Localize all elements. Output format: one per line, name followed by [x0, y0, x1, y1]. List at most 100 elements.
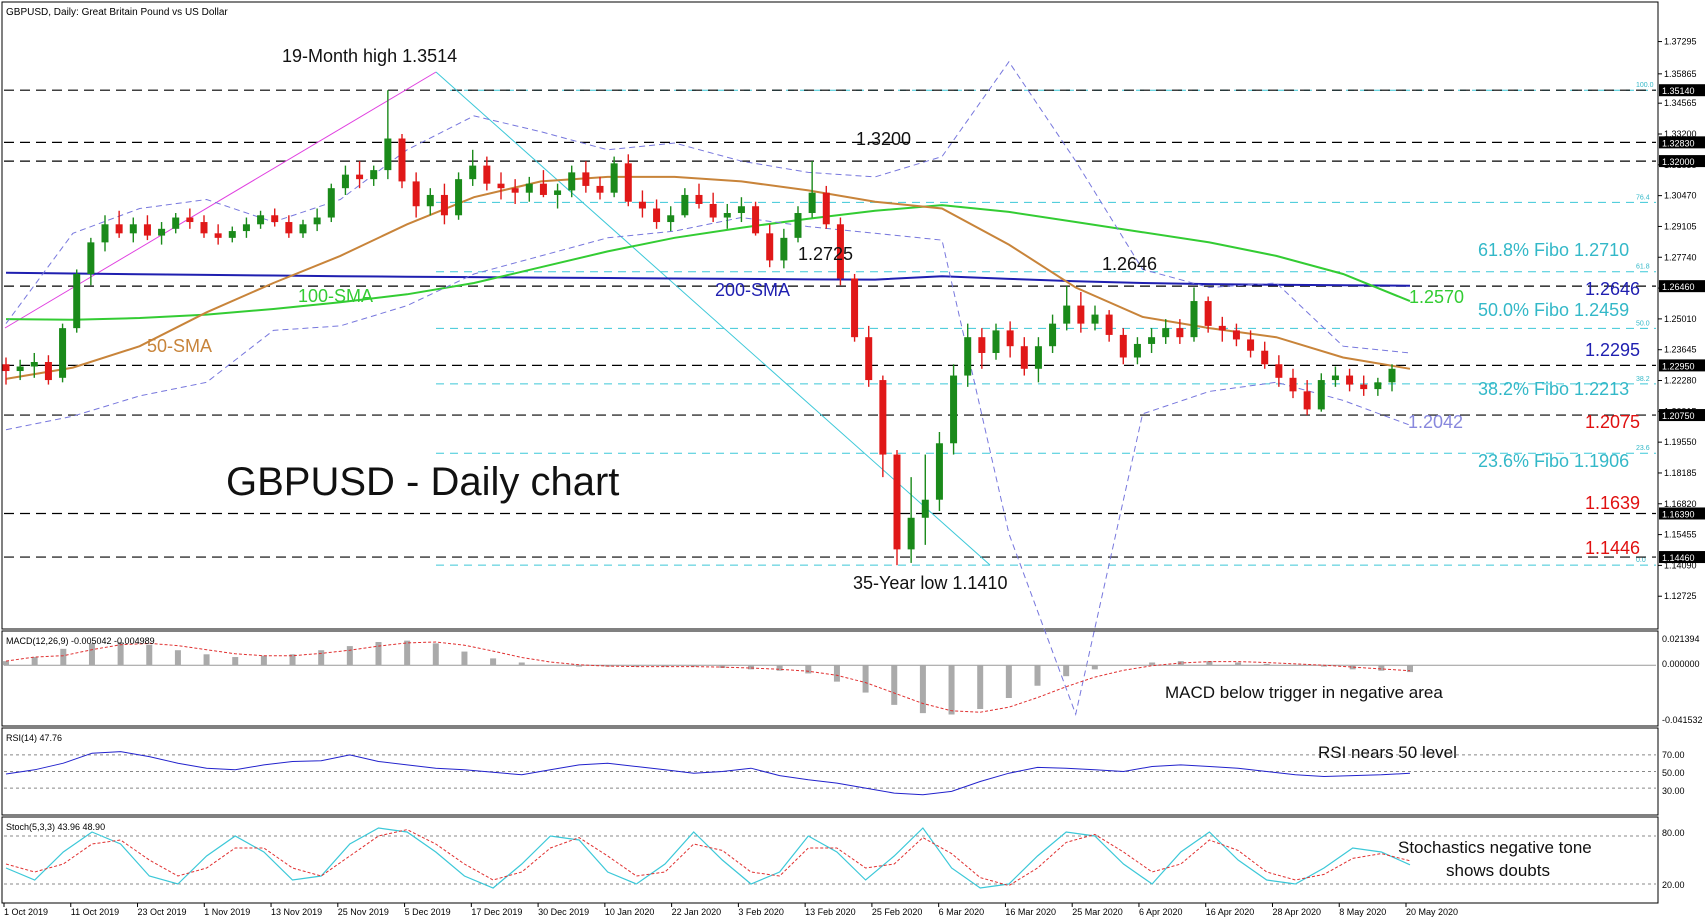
candle-body: [1091, 314, 1099, 324]
candle-body: [483, 165, 491, 184]
candle-body: [865, 337, 873, 381]
candle-body: [681, 194, 689, 216]
candle-body: [455, 179, 463, 216]
candle-body: [1232, 330, 1240, 340]
macd-tick-top: 0.021394: [1662, 634, 1700, 644]
candle-body: [1388, 368, 1396, 383]
candle-body: [398, 138, 406, 182]
fib-level-tag: 23.6: [1636, 445, 1650, 452]
candle-body: [1133, 343, 1141, 358]
time-tick-label: 25 Nov 2019: [338, 907, 389, 917]
candle-body: [978, 337, 986, 353]
label-r-1-2570: 1.2570: [1409, 287, 1464, 307]
price-tag-box: [1659, 551, 1705, 564]
candle-body: [638, 201, 646, 209]
candle-body: [1303, 391, 1311, 410]
candle-body: [1020, 346, 1028, 369]
price-tag-label: 1.26460: [1662, 282, 1695, 292]
price-tick-label: 1.14090: [1664, 560, 1697, 570]
stoch-note-2: shows doubts: [1446, 861, 1550, 880]
candle-body: [893, 454, 901, 550]
price-tag-box: [1659, 359, 1705, 372]
label-r-1-2042: 1.2042: [1408, 412, 1463, 432]
label-r-1-1639: 1.1639: [1585, 493, 1640, 513]
candle-body: [214, 233, 222, 238]
candle-body: [469, 165, 477, 180]
candle-body: [129, 224, 137, 234]
candle-body: [1105, 314, 1113, 335]
candle-body: [1077, 305, 1085, 324]
time-tick-label: 10 Jan 2020: [605, 907, 655, 917]
price-tags: 1.35140 1.32830 1.32000 1.26460 1.22950 1.207…: [1659, 84, 1705, 564]
macd-panel-frame: [1, 630, 1659, 727]
candle-body: [1261, 350, 1269, 365]
candle-body: [497, 183, 505, 189]
price-tag-label: 1.20750: [1662, 411, 1695, 421]
label-fib-382: 38.2% Fibo 1.2213: [1478, 379, 1629, 399]
time-tick-label: 25 Mar 2020: [1072, 907, 1123, 917]
candle-body: [907, 517, 915, 550]
candle-body: [285, 222, 293, 234]
price-tag-label: 1.32000: [1662, 157, 1695, 167]
rsi-tick-70: 70.00: [1662, 750, 1685, 760]
window-title: GBPUSD, Daily: Great Britain Pound vs US…: [6, 7, 228, 18]
candle-body: [341, 174, 349, 189]
candle-body: [1162, 328, 1170, 338]
candle-body: [511, 188, 519, 193]
candle-body: [426, 194, 434, 207]
price-tag-box: [1659, 409, 1705, 422]
fib-level-tag: 38.2: [1636, 376, 1650, 383]
price-tick-label: 1.12725: [1664, 591, 1697, 601]
candle-body: [554, 190, 562, 195]
candle-body: [879, 380, 887, 455]
stoch-note-1: Stochastics negative tone: [1398, 838, 1592, 857]
candle-body: [384, 138, 392, 171]
horizontal-levels-layer: [4, 89, 1656, 558]
rsi-tick-50: 50.00: [1662, 768, 1685, 778]
candle-body: [1006, 330, 1014, 347]
price-tick-label: 1.16820: [1664, 499, 1697, 509]
rsi-panel-frame: [1, 727, 1659, 816]
time-tick-label: 1 Oct 2019: [4, 907, 48, 917]
macd-note: MACD below trigger in negative area: [1165, 683, 1443, 702]
candle-body: [271, 215, 279, 223]
chart-title: GBPUSD - Daily chart: [226, 460, 619, 504]
candle-body: [836, 224, 844, 279]
time-tick-label: 17 Dec 2019: [471, 907, 522, 917]
time-tick-label: 3 Feb 2020: [738, 907, 784, 917]
candle-body: [1247, 339, 1255, 351]
price-tag-label: 1.16390: [1662, 509, 1695, 519]
label-200-sma: 200-SMA: [715, 280, 790, 300]
candle-body: [228, 231, 236, 238]
time-tick-label: 30 Dec 2019: [538, 907, 589, 917]
price-tick-label: 1.22280: [1664, 376, 1697, 386]
series-line-100-sma: [5, 204, 1411, 321]
time-tick-label: 11 Oct 2019: [71, 907, 119, 917]
rsi-line: [5, 751, 1411, 796]
rsi-header: RSI(14) 47.76: [6, 733, 62, 743]
candle-body: [709, 203, 717, 218]
price-tag-box: [1659, 507, 1705, 520]
time-tick-label: 22 Jan 2020: [672, 907, 722, 917]
stoch-panel: [4, 827, 1656, 889]
stoch-tick-80: 80.00: [1662, 828, 1685, 838]
rsi-note: RSI nears 50 level: [1318, 743, 1457, 762]
stoch-panel-frame: [1, 816, 1659, 904]
label-r-1-2295: 1.2295: [1585, 340, 1640, 360]
candle-body: [1190, 301, 1198, 338]
label-r-1-2075: 1.2075: [1585, 412, 1640, 432]
time-tick-label: 16 Mar 2020: [1005, 907, 1056, 917]
rsi-tick-30: 30.00: [1662, 786, 1685, 796]
panel-frames: [1, 1, 1659, 904]
fib-level-tag: 50.0: [1636, 320, 1650, 327]
candle-body: [1119, 334, 1127, 358]
candle-body: [172, 217, 180, 229]
label-100-sma: 100-SMA: [298, 286, 373, 306]
rsi-panel: [4, 751, 1656, 796]
label-r-1-2646: 1.2646: [1585, 279, 1640, 299]
macd-header: MACD(12,26,9) -0.005042 -0.004989: [6, 636, 155, 646]
candle-body: [964, 337, 972, 376]
candle-body: [950, 375, 958, 444]
candle-body: [596, 185, 604, 193]
candle-body: [1218, 325, 1226, 331]
